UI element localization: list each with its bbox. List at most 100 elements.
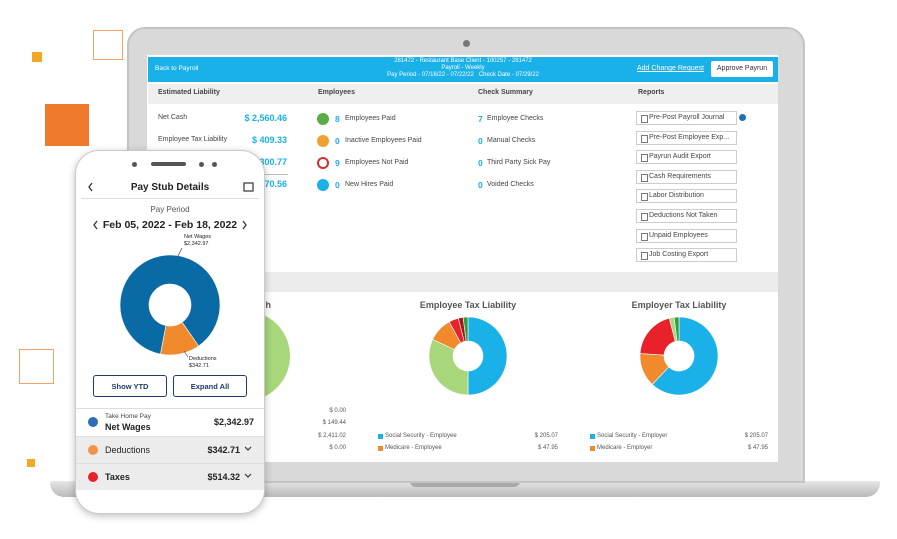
column-header-bar (148, 84, 778, 104)
legend-swatch (378, 434, 383, 439)
pie-slice (462, 316, 469, 342)
pie-slice (160, 321, 200, 356)
speaker (151, 162, 186, 166)
donut-value-label: $2,342.97 (184, 241, 209, 247)
cash-amount: $ 0.00 (329, 444, 346, 451)
legend-swatch (378, 446, 383, 451)
report-icon (641, 115, 648, 123)
column-header: Check Summary (478, 89, 533, 96)
chart-title: Employer Tax Liability (631, 300, 727, 310)
legend-label: Social Security - Employer (597, 433, 668, 439)
column-header: Reports (638, 89, 665, 96)
period-label: Pay Period (150, 205, 190, 214)
legend-amount: $ 47.95 (747, 445, 768, 451)
deco (93, 30, 123, 60)
report-button[interactable]: Unpaid Employees (636, 228, 737, 243)
legend-label: Social Security - Employee (385, 433, 457, 439)
liability-label: Employee Tax Liability (158, 136, 228, 143)
row-dot (88, 472, 98, 482)
liability-amount: 270.56 (259, 179, 287, 189)
liability-label: Net Cash (158, 114, 188, 121)
header-period: Pay Period - 07/16/22 - 07/22/22 Check D… (387, 72, 539, 78)
check-count: 0 (478, 136, 483, 146)
button[interactable]: Show YTD (93, 375, 167, 397)
report-icon (641, 154, 648, 163)
phone-title: Pay Stub Details (130, 182, 210, 193)
report-icon (641, 134, 648, 143)
expand-icon (244, 446, 252, 451)
check-label: Employee Checks (487, 115, 544, 122)
deco (27, 459, 35, 467)
cash-amount: $ 2,411.02 (318, 432, 346, 439)
row-amount: $514.32 (207, 472, 240, 482)
next-icon (242, 220, 247, 230)
donut-value-label: $342.71 (189, 363, 209, 369)
check-count: 0 (478, 180, 483, 190)
legend-label: Medicare - Employer (597, 445, 653, 451)
row-dot (88, 417, 98, 427)
employee-icon (317, 113, 329, 125)
report-button[interactable]: Labor Distribution (636, 189, 737, 204)
report-button[interactable]: Pre-Post Employee Exp... (636, 130, 737, 145)
button[interactable]: Expand All (173, 375, 247, 397)
column-header: Employees (318, 89, 355, 96)
pie-slice (651, 316, 719, 396)
period: Feb 05, 2022 - Feb 18, 2022 (102, 219, 238, 231)
change-request-link[interactable]: Add Change Request (637, 65, 704, 72)
help-icon (739, 114, 746, 121)
leader-line (183, 350, 189, 358)
phone-graphics (88, 182, 254, 478)
pie-slice (119, 254, 221, 355)
camera (463, 40, 470, 47)
report-button[interactable]: Payrun Audit Export (636, 150, 737, 165)
row-label: Taxes (105, 472, 130, 482)
summary-row[interactable]: Deductions $342.71 (76, 436, 264, 463)
back-link[interactable]: Back to Payroll (155, 65, 199, 72)
employee-icon (317, 179, 329, 191)
header-bar (148, 57, 778, 82)
report-label: Unpaid Employees (649, 231, 708, 239)
legend-amount: $ 205.07 (744, 433, 768, 439)
row-amount: $342.71 (207, 445, 240, 455)
report-label: Pre-Post Payroll Journal (649, 114, 725, 121)
report-label: Deductions Not Taken (649, 212, 718, 219)
legend-swatch (590, 434, 595, 439)
legend-amount: $ 47.95 (537, 445, 558, 451)
deco (32, 52, 42, 62)
row-label: Deductions (105, 445, 151, 455)
approve-button[interactable]: Approve Payrun (711, 61, 773, 77)
sensor (198, 161, 204, 167)
header-client: 281472 - Restaurant Base Client - 100257… (394, 58, 532, 64)
row-amount: $2,342.97 (213, 417, 254, 427)
print-icon (243, 182, 254, 192)
employee-icon (317, 157, 329, 169)
sensor (211, 161, 217, 167)
employee-count: 0 (335, 180, 340, 190)
check-label: Manual Checks (487, 137, 536, 144)
donut-label: Deductions (189, 356, 217, 362)
summary-row[interactable]: Taxes $514.32 (76, 463, 264, 490)
deco (45, 104, 89, 146)
report-icon (641, 232, 648, 241)
report-label: Labor Distribution (649, 192, 704, 200)
report-button[interactable]: Pre-Post Payroll Journal (636, 111, 737, 125)
button-label: Expand All (190, 382, 230, 391)
report-button[interactable]: Cash Requirements (636, 169, 737, 184)
employee-label: Employees Not Paid (345, 159, 409, 166)
row-sublabel: Take Home Pay (105, 413, 151, 420)
employee-label: New Hires Paid (345, 181, 394, 188)
legend-amount: $ 205.07 (534, 433, 558, 439)
pie-slice (673, 316, 680, 342)
employee-label: Employees Paid (345, 115, 396, 122)
report-button[interactable]: Job Costing Export (636, 248, 737, 263)
liability-amount: $ 2,560.46 (244, 113, 287, 123)
report-label: Cash Requirements (649, 172, 711, 180)
sensor (131, 161, 137, 167)
header-payroll: Payroll - Weekly (441, 65, 485, 71)
report-button[interactable]: Deductions Not Taken (636, 209, 737, 223)
employee-label: Inactive Employees Paid (345, 137, 422, 144)
back-icon (88, 182, 93, 192)
expand-icon (244, 473, 252, 478)
cash-amount: $ 0.00 (329, 408, 346, 414)
